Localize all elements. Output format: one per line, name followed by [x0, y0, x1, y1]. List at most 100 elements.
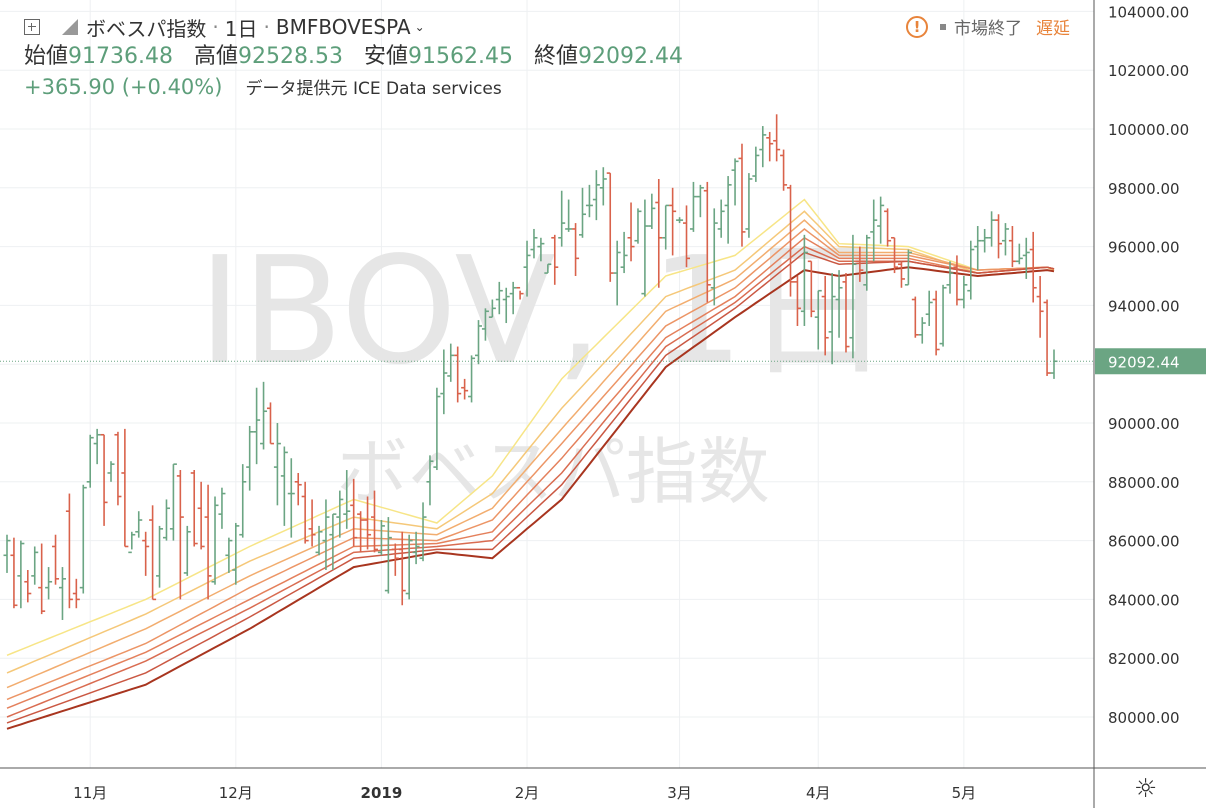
ohlc-bar — [481, 308, 489, 341]
y-tick-label: 90000.00 — [1108, 415, 1180, 433]
market-closed-label: 市場終了 — [954, 19, 1022, 39]
ohlc-bar — [336, 490, 344, 538]
ohlc-bar — [891, 236, 899, 274]
expand-icon[interactable] — [24, 19, 40, 35]
ohlc-bar — [301, 481, 309, 544]
symbol-name[interactable]: ボベスパ指数 — [86, 16, 207, 41]
delayed-label[interactable]: 遅延 — [1036, 19, 1070, 39]
ohlc-bar — [350, 478, 358, 547]
ohlc-bar — [530, 228, 538, 259]
ohlc-bar — [946, 261, 954, 294]
ohlc-bar — [738, 143, 746, 247]
ohlc-bar — [613, 240, 621, 306]
separator-dot: · — [212, 15, 219, 39]
ohlc-bar — [807, 260, 815, 318]
ohlc-bar — [72, 578, 80, 609]
watermark: IBOV, 1日 ボベスパ指数 — [198, 225, 892, 514]
exchange-symbol[interactable]: BMFBOVESPA — [275, 15, 411, 39]
ohlc-bar — [676, 217, 684, 224]
ohlc-bar — [683, 205, 691, 268]
ma-line-8 — [6, 266, 1055, 730]
ohlc-bar — [620, 231, 628, 274]
ohlc-bar — [142, 531, 150, 576]
open-label: 始値 — [24, 44, 69, 69]
ohlc-row: 始値91736.48 高値92528.53 安値91562.45 終値92092… — [24, 42, 697, 72]
ohlc-bar — [31, 546, 39, 585]
ohlc-bar — [38, 543, 46, 615]
ohlc-bar — [967, 240, 975, 300]
ohlc-bar — [1029, 231, 1037, 303]
ohlc-bar — [565, 199, 573, 232]
y-tick-label: 102000.00 — [1108, 62, 1189, 80]
high-value: 92528.53 — [238, 44, 343, 69]
ohlc-bar — [537, 237, 545, 262]
ohlc-bar — [266, 402, 274, 445]
ohlc-bar — [58, 567, 66, 620]
ohlc-bar — [1008, 226, 1016, 268]
ohlc-bar — [287, 458, 295, 538]
x-tick-label: 12月 — [219, 784, 253, 802]
ohlc-bar — [440, 349, 448, 415]
ohlc-bar — [828, 273, 836, 365]
ohlc-bar — [454, 346, 462, 403]
ohlc-bar — [981, 228, 989, 253]
ohlc-bar — [884, 208, 892, 247]
ohlc-bar — [384, 517, 392, 594]
ohlc-bar — [710, 208, 718, 306]
ohlc-bar — [315, 525, 323, 556]
ohlc-bar — [800, 234, 808, 326]
y-tick-label: 86000.00 — [1108, 533, 1180, 551]
y-tick-label: 94000.00 — [1108, 297, 1180, 315]
ohlc-bar — [24, 570, 32, 603]
x-tick-label: 2019 — [361, 784, 403, 802]
ohlc-bar — [842, 273, 850, 353]
ohlc-bar — [329, 513, 337, 570]
ohlc-bar — [766, 131, 774, 162]
x-tick-label: 3月 — [667, 784, 692, 802]
ohlc-bar — [93, 428, 101, 465]
ohlc-bar — [904, 249, 912, 286]
ohlc-bar — [641, 199, 649, 297]
ohlc-bar — [135, 511, 143, 538]
ohlc-bar — [149, 505, 157, 601]
ohlc-bar — [121, 428, 129, 548]
open-value: 91736.48 — [68, 44, 173, 69]
ohlc-bar — [3, 534, 11, 573]
ohlc-bar — [253, 387, 261, 465]
interval[interactable]: 1日 — [224, 16, 258, 41]
ohlc-bar — [953, 255, 961, 306]
ohlc-bar — [426, 455, 434, 506]
chevron-down-icon[interactable]: ⌄ — [414, 20, 425, 34]
ohlc-bar — [183, 525, 191, 576]
status-dot-icon — [940, 23, 946, 30]
ohlc-bar — [280, 446, 288, 526]
ohlc-bar — [239, 464, 247, 538]
ohlc-bar — [176, 470, 184, 600]
settings-icon[interactable]: ☼ — [1134, 774, 1158, 804]
warning-icon[interactable]: ! — [906, 15, 928, 38]
ohlc-bar — [516, 286, 524, 300]
ohlc-bar — [585, 184, 593, 218]
ohlc-bar — [211, 496, 219, 585]
low-label: 安値 — [364, 44, 409, 69]
ma-line-7 — [6, 251, 1055, 724]
last-price-badge — [1095, 348, 1206, 375]
ohlc-bars — [3, 114, 1058, 620]
ohlc-bar — [911, 296, 919, 338]
ohlc-bar — [204, 484, 212, 600]
ohlc-bar — [509, 281, 517, 315]
last-price-label: 92092.44 — [1108, 353, 1180, 371]
ohlc-bar — [461, 378, 469, 400]
ohlc-bar — [405, 534, 413, 600]
ohlc-bar — [669, 187, 677, 256]
ohlc-bar — [107, 461, 115, 482]
ohlc-bar — [370, 490, 378, 553]
ohlc-bar — [745, 173, 753, 238]
ohlc-bar — [856, 246, 864, 282]
grid — [0, 0, 1094, 768]
ohlc-bar — [86, 434, 94, 488]
ohlc-bar — [918, 317, 926, 344]
ohlc-bar — [523, 240, 531, 297]
